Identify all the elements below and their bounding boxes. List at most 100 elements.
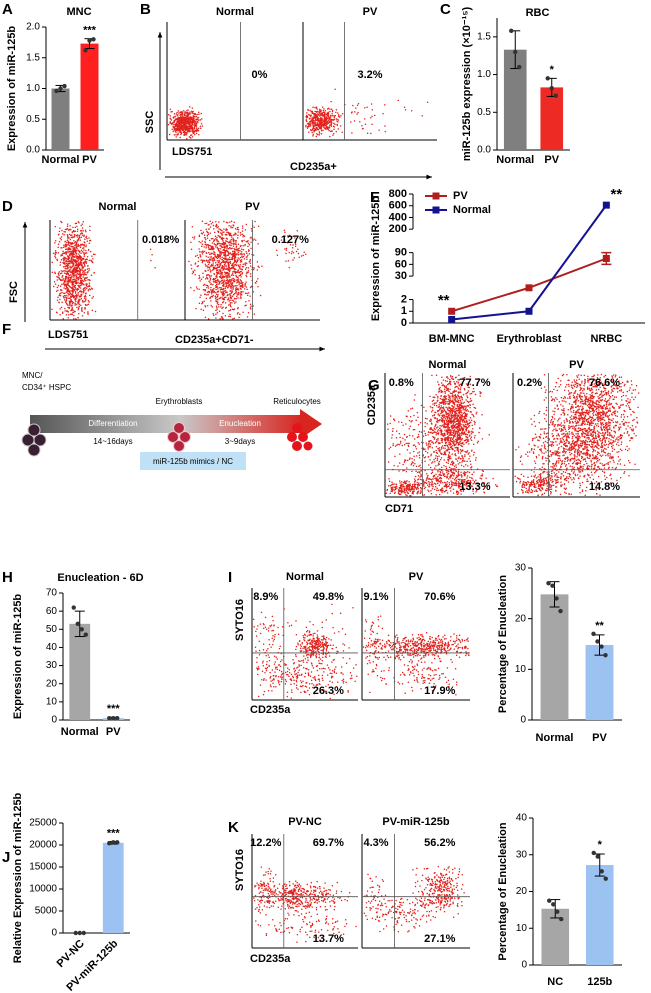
data-point: [111, 840, 116, 845]
chart-title: Enucleation - 6D: [57, 572, 143, 584]
gate-percentage: 17.9%: [424, 685, 455, 697]
data-point: [58, 86, 63, 91]
bar: [51, 88, 70, 150]
gate-percentage: 13.3%: [459, 481, 490, 493]
gate-percentage: 12.2%: [250, 837, 281, 849]
arrow-head: [319, 346, 325, 352]
y-axis-label: Percentage of Enucleation: [497, 822, 509, 960]
y-axis-label: Relative Expression of miR-125b: [12, 792, 24, 963]
y-tick-label: 10: [515, 664, 527, 675]
y-tick-label: 2.0: [26, 22, 40, 33]
data-point: [553, 93, 558, 98]
y-tick-label: 800: [389, 188, 407, 200]
reticulocyte-cells: [287, 423, 313, 451]
stage-label: Erythroblasts: [156, 397, 203, 406]
step-label: Enucleation: [219, 419, 261, 428]
y-axis-label: Expression of miR-125b: [370, 196, 382, 322]
y-axis-label: SSC: [144, 111, 156, 134]
x-axis-label: LDS751: [172, 146, 212, 158]
y-axis-label: miR-125b expression (×10⁻¹⁵): [461, 7, 473, 162]
significance: ***: [107, 827, 121, 839]
y-tick-label: 0.5: [26, 114, 40, 125]
source-label: MNC/: [22, 371, 43, 380]
data-point: [75, 621, 80, 627]
panel-letter: K: [228, 819, 239, 836]
x-tick-label: PV: [592, 732, 607, 744]
y-tick-label: 70: [46, 588, 58, 599]
panel-letter: H: [2, 569, 13, 586]
y-tick-label: 0.0: [477, 145, 491, 156]
gate-percentage: 27.1%: [424, 933, 455, 945]
cell-cluster: [21, 423, 47, 457]
significance: **: [610, 186, 622, 203]
panel-letter: F: [2, 321, 11, 338]
y-tick-label: 60: [395, 258, 407, 270]
bar: [585, 645, 614, 720]
data-point: [79, 627, 84, 632]
data-point: [115, 715, 120, 721]
significance: **: [438, 292, 450, 309]
data-point: [546, 581, 551, 586]
x-tick-label: PV: [544, 154, 559, 166]
y-tick-label: 40: [516, 813, 528, 824]
gate-percentage: 0.2%: [517, 377, 542, 389]
event-cloud: [305, 88, 429, 138]
y-tick-label: 40: [46, 642, 58, 653]
data-point: [549, 85, 554, 91]
y-tick-label: 30: [516, 849, 528, 860]
data-point: [555, 909, 560, 914]
chart-title: MNC: [66, 6, 91, 18]
bar: [102, 842, 124, 933]
data-point: [550, 583, 555, 588]
plot-title: PV: [569, 359, 584, 371]
data-point: [603, 876, 608, 881]
x-axis-label: CD235a+: [290, 161, 337, 173]
data-point: [71, 605, 76, 610]
y-tick-label: 1: [401, 305, 407, 317]
y-axis-label: CD235a: [366, 384, 378, 425]
y-tick-label: 20000: [29, 840, 57, 851]
data-point: [448, 315, 456, 323]
data-point: [591, 631, 596, 637]
x-tick-label: PV: [82, 154, 97, 166]
event-cloud: [51, 220, 156, 320]
arrow-head: [22, 222, 28, 228]
data-point: [547, 898, 552, 903]
bar: [69, 623, 91, 720]
panel-letter: C: [440, 1, 451, 18]
bar: [540, 87, 564, 150]
y-tick-label: 600: [389, 200, 407, 212]
data-point: [513, 49, 518, 55]
gate-percentage: 14.8%: [589, 481, 620, 493]
event-cloud: [362, 615, 470, 696]
data-point: [525, 284, 533, 292]
event-cloud: [253, 866, 357, 943]
significance: ***: [107, 703, 121, 715]
plot-title: Normal: [216, 6, 254, 18]
y-axis-label: Expression of miR-125b: [12, 594, 24, 720]
bar: [540, 594, 569, 720]
data-point: [73, 930, 78, 936]
legend-marker: [432, 206, 440, 214]
gate-percentage: 56.2%: [424, 837, 455, 849]
treatment-box: [140, 452, 246, 470]
y-tick-label: 0: [520, 715, 526, 726]
gate-percentage: 0.8%: [389, 377, 414, 389]
legend-label: Normal: [453, 204, 491, 216]
y-tick-label: 30: [395, 270, 407, 282]
y-tick-label: 25000: [29, 818, 57, 829]
x-tick-label: BM-MNC: [429, 333, 475, 345]
y-tick-label: 15000: [29, 862, 57, 873]
y-axis-label: SYTO16: [234, 599, 246, 641]
panel-letter: J: [2, 849, 10, 866]
arrow-head: [300, 409, 322, 439]
bar: [503, 49, 527, 150]
x-tick-label: Normal: [536, 732, 574, 744]
x-axis-label: CD235a: [250, 704, 291, 716]
chart-title: RBC: [526, 7, 550, 19]
y-axis-label: SYTO16: [234, 849, 246, 891]
y-tick-label: 0: [51, 715, 57, 726]
source-label: CD34⁺ HSPC: [22, 383, 71, 392]
data-point: [77, 930, 82, 936]
